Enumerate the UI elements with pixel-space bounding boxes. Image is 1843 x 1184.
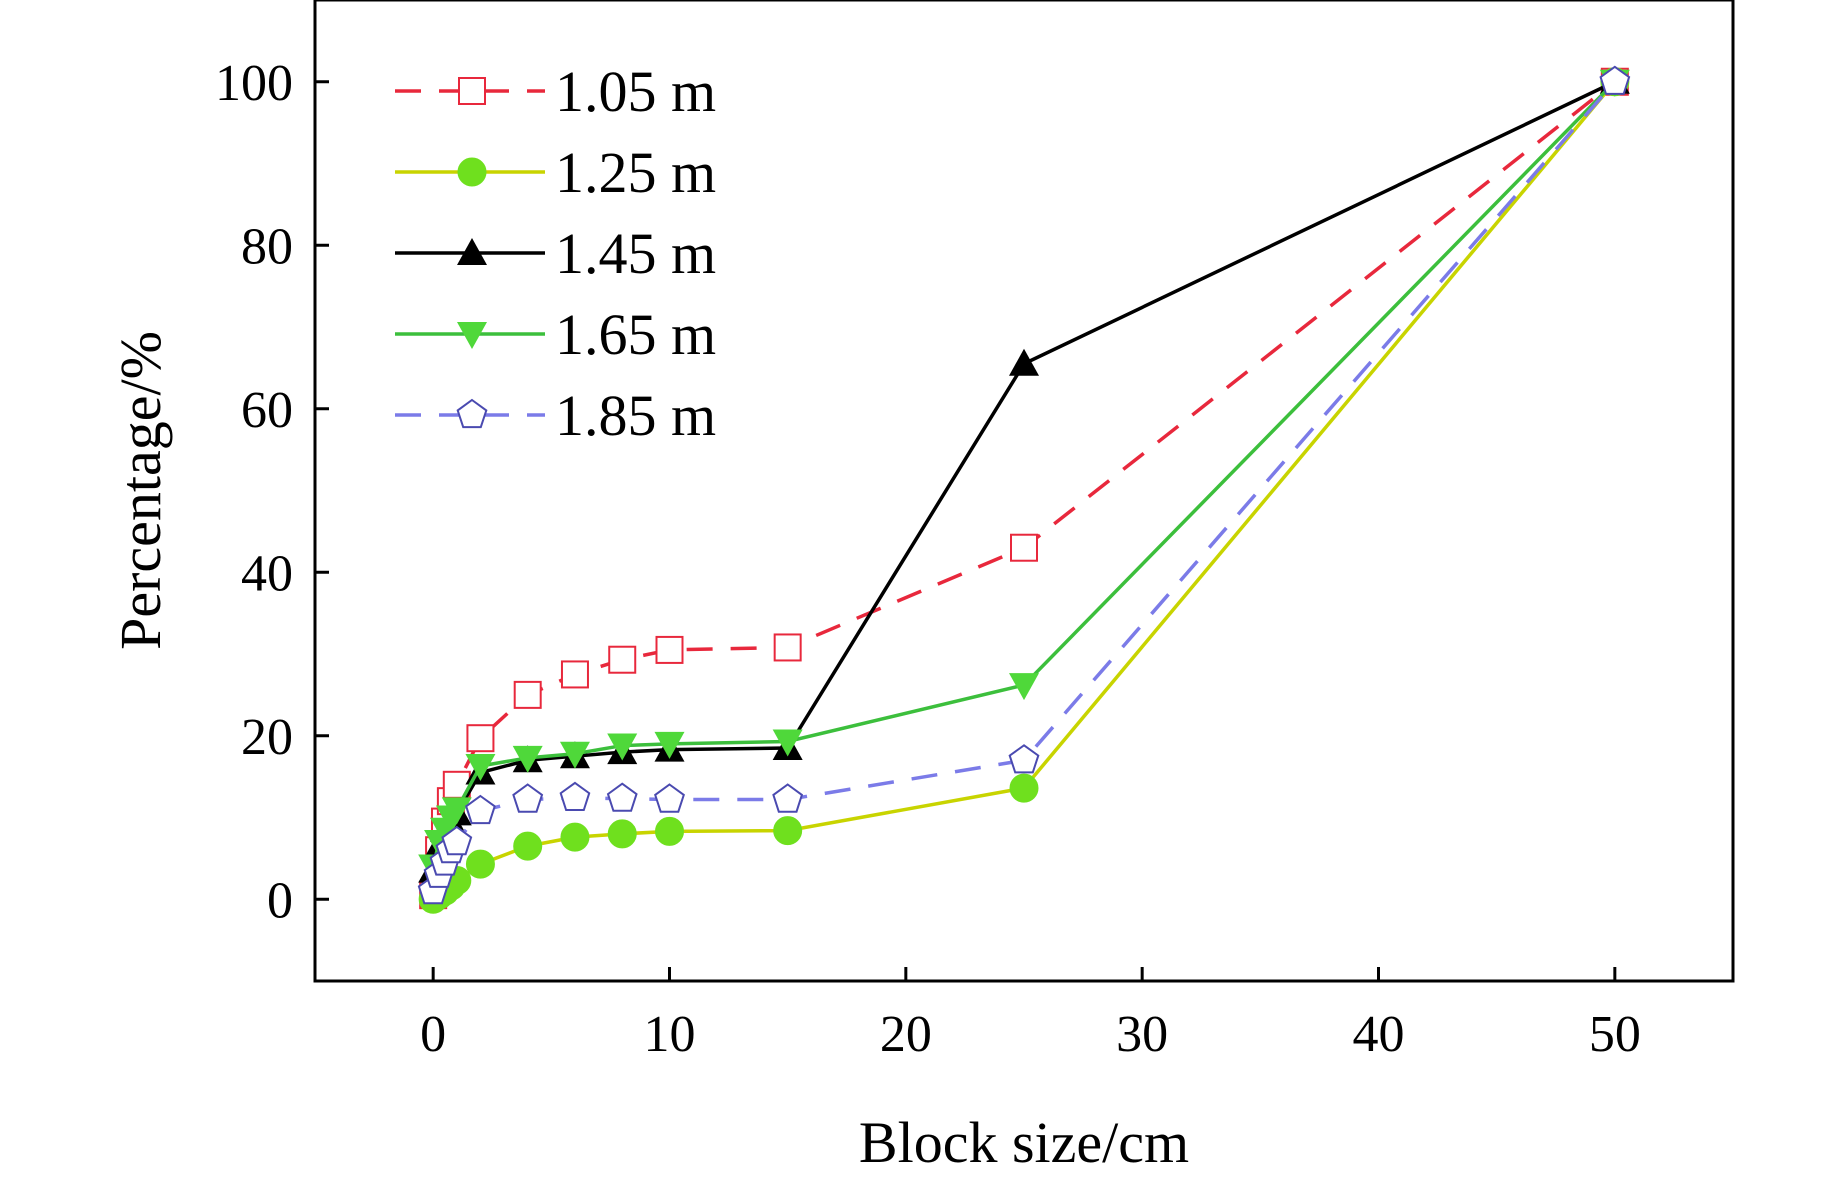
data-point bbox=[465, 794, 496, 825]
legend-item: 1.45 m bbox=[395, 221, 716, 286]
legend-marker bbox=[457, 322, 487, 349]
data-point bbox=[512, 745, 543, 773]
y-tick-label: 40 bbox=[241, 545, 293, 602]
legend-label: 1.05 m bbox=[555, 59, 716, 124]
data-point bbox=[654, 783, 685, 813]
data-point bbox=[773, 633, 802, 662]
x-axis-title: Block size/cm bbox=[859, 1110, 1189, 1175]
data-point bbox=[654, 731, 685, 759]
data-point bbox=[466, 724, 495, 753]
legend-item: 1.85 m bbox=[395, 383, 716, 448]
data-point bbox=[655, 635, 684, 664]
data-point bbox=[607, 733, 638, 761]
data-point bbox=[608, 645, 637, 674]
y-tick-label: 100 bbox=[215, 55, 293, 112]
data-point bbox=[1009, 673, 1039, 701]
data-point bbox=[465, 849, 495, 879]
x-tick-label: 50 bbox=[1589, 1006, 1641, 1063]
legend-item: 1.65 m bbox=[395, 302, 716, 367]
data-point bbox=[607, 819, 637, 849]
x-tick-label: 0 bbox=[420, 1006, 446, 1063]
data-point bbox=[773, 816, 803, 846]
legend: 1.05 m 1.25 m 1.45 m 1.65 m 1.85 m bbox=[395, 59, 716, 448]
plot-area bbox=[417, 65, 1631, 914]
legend-item: 1.05 m bbox=[395, 59, 716, 124]
data-point bbox=[512, 783, 544, 813]
y-tick-label: 60 bbox=[241, 382, 293, 439]
legend-label: 1.65 m bbox=[555, 302, 716, 367]
data-point bbox=[560, 822, 590, 852]
plot-frame bbox=[313, 0, 1735, 983]
x-tick-label: 30 bbox=[1116, 1006, 1168, 1063]
x-tick-label: 40 bbox=[1353, 1006, 1405, 1063]
data-point bbox=[441, 825, 473, 856]
legend-label: 1.85 m bbox=[555, 383, 716, 448]
data-point bbox=[1599, 65, 1631, 95]
data-point bbox=[560, 660, 589, 689]
data-point bbox=[1009, 773, 1039, 803]
legend-marker bbox=[457, 157, 487, 187]
legend-marker bbox=[458, 77, 486, 105]
data-point bbox=[513, 680, 542, 709]
data-point bbox=[559, 781, 591, 811]
y-tick-label: 20 bbox=[241, 709, 293, 766]
legend-item: 1.25 m bbox=[395, 140, 716, 205]
legend-label: 1.25 m bbox=[555, 140, 716, 205]
data-point bbox=[1008, 744, 1040, 774]
data-point bbox=[465, 753, 496, 781]
series-1-85-m bbox=[417, 65, 1631, 905]
data-point bbox=[1010, 533, 1038, 562]
x-tick-label: 10 bbox=[644, 1006, 696, 1063]
axis-ticks: 0 10 20 30 40 50 0 20 40 60 80 100 bbox=[215, 55, 1641, 1063]
legend-label: 1.45 m bbox=[555, 221, 716, 286]
data-point bbox=[606, 782, 638, 812]
data-point bbox=[772, 729, 803, 757]
data-point bbox=[441, 797, 472, 825]
data-point bbox=[513, 831, 543, 861]
y-axis-title: Percentage/% bbox=[108, 331, 173, 650]
x-tick-label: 20 bbox=[880, 1006, 932, 1063]
data-point bbox=[559, 741, 590, 769]
data-point bbox=[772, 783, 804, 813]
legend-marker bbox=[457, 238, 487, 265]
y-tick-label: 80 bbox=[241, 218, 293, 275]
legend-marker bbox=[456, 398, 488, 429]
y-tick-label: 0 bbox=[267, 872, 293, 929]
data-point bbox=[655, 816, 684, 846]
data-point bbox=[1009, 348, 1039, 376]
